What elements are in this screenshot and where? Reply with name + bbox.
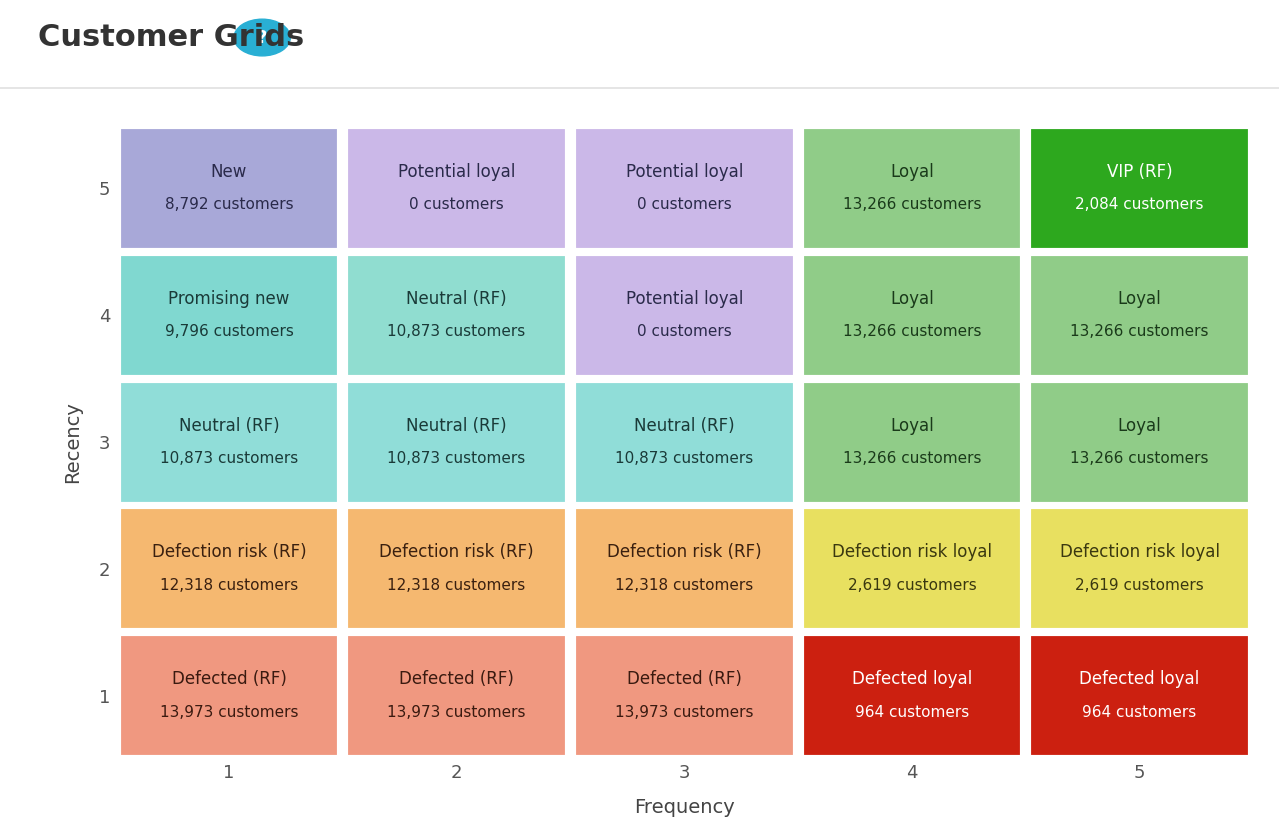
- Text: 13,973 customers: 13,973 customers: [615, 705, 753, 720]
- Y-axis label: Recency: Recency: [63, 401, 82, 483]
- X-axis label: Frequency: Frequency: [634, 798, 734, 817]
- Text: Neutral (RF): Neutral (RF): [407, 416, 506, 435]
- Text: Defected loyal: Defected loyal: [852, 670, 972, 688]
- Text: Neutral (RF): Neutral (RF): [634, 416, 734, 435]
- Text: 2,084 customers: 2,084 customers: [1076, 198, 1204, 213]
- Text: 2,619 customers: 2,619 customers: [848, 578, 976, 593]
- Text: 10,873 customers: 10,873 customers: [388, 324, 526, 339]
- Text: Defected (RF): Defected (RF): [171, 670, 286, 688]
- FancyBboxPatch shape: [1030, 380, 1250, 504]
- Text: Loyal: Loyal: [1118, 416, 1161, 435]
- Text: 9,796 customers: 9,796 customers: [165, 324, 293, 339]
- Text: Defection risk loyal: Defection risk loyal: [831, 543, 993, 561]
- Text: 13,973 customers: 13,973 customers: [160, 705, 298, 720]
- Text: 964 customers: 964 customers: [1082, 705, 1197, 720]
- Text: Defection risk (RF): Defection risk (RF): [608, 543, 761, 561]
- Text: Defection risk loyal: Defection risk loyal: [1059, 543, 1220, 561]
- Text: 12,318 customers: 12,318 customers: [615, 578, 753, 593]
- Text: 13,266 customers: 13,266 customers: [843, 451, 981, 466]
- FancyBboxPatch shape: [574, 507, 794, 631]
- Text: Neutral (RF): Neutral (RF): [179, 416, 279, 435]
- Text: 12,318 customers: 12,318 customers: [388, 578, 526, 593]
- Text: 2,619 customers: 2,619 customers: [1076, 578, 1204, 593]
- Text: Promising new: Promising new: [169, 289, 289, 308]
- FancyBboxPatch shape: [1030, 254, 1250, 377]
- Text: Loyal: Loyal: [1118, 289, 1161, 308]
- Text: 10,873 customers: 10,873 customers: [160, 451, 298, 466]
- Text: Potential loyal: Potential loyal: [398, 163, 515, 181]
- Text: Loyal: Loyal: [890, 163, 934, 181]
- Text: 0 customers: 0 customers: [637, 198, 732, 213]
- FancyBboxPatch shape: [119, 254, 339, 377]
- FancyBboxPatch shape: [119, 127, 339, 250]
- Text: 10,873 customers: 10,873 customers: [388, 451, 526, 466]
- FancyBboxPatch shape: [802, 507, 1022, 631]
- Circle shape: [234, 19, 290, 56]
- Text: Loyal: Loyal: [890, 289, 934, 308]
- Text: Neutral (RF): Neutral (RF): [407, 289, 506, 308]
- Text: 13,266 customers: 13,266 customers: [843, 198, 981, 213]
- FancyBboxPatch shape: [802, 380, 1022, 504]
- Text: Defection risk (RF): Defection risk (RF): [380, 543, 533, 561]
- Text: 0 customers: 0 customers: [409, 198, 504, 213]
- Text: 13,973 customers: 13,973 customers: [388, 705, 526, 720]
- Text: Defected (RF): Defected (RF): [399, 670, 514, 688]
- FancyBboxPatch shape: [119, 380, 339, 504]
- FancyBboxPatch shape: [347, 380, 567, 504]
- FancyBboxPatch shape: [1030, 507, 1250, 631]
- FancyBboxPatch shape: [347, 127, 567, 250]
- FancyBboxPatch shape: [347, 507, 567, 631]
- FancyBboxPatch shape: [574, 634, 794, 757]
- FancyBboxPatch shape: [119, 507, 339, 631]
- Text: Customer Grids: Customer Grids: [38, 23, 304, 52]
- FancyBboxPatch shape: [574, 380, 794, 504]
- Text: 13,266 customers: 13,266 customers: [1071, 451, 1209, 466]
- FancyBboxPatch shape: [802, 634, 1022, 757]
- Text: VIP (RF): VIP (RF): [1106, 163, 1173, 181]
- Text: 13,266 customers: 13,266 customers: [843, 324, 981, 339]
- FancyBboxPatch shape: [574, 127, 794, 250]
- Text: Loyal: Loyal: [890, 416, 934, 435]
- FancyBboxPatch shape: [802, 127, 1022, 250]
- Text: ?: ?: [257, 28, 267, 47]
- Text: Potential loyal: Potential loyal: [625, 289, 743, 308]
- Text: New: New: [211, 163, 247, 181]
- FancyBboxPatch shape: [119, 634, 339, 757]
- FancyBboxPatch shape: [347, 634, 567, 757]
- Text: Defection risk (RF): Defection risk (RF): [152, 543, 306, 561]
- Text: 8,792 customers: 8,792 customers: [165, 198, 293, 213]
- Text: 12,318 customers: 12,318 customers: [160, 578, 298, 593]
- Text: Defected loyal: Defected loyal: [1079, 670, 1200, 688]
- Text: 13,266 customers: 13,266 customers: [1071, 324, 1209, 339]
- FancyBboxPatch shape: [1030, 127, 1250, 250]
- Text: Potential loyal: Potential loyal: [625, 163, 743, 181]
- Text: 964 customers: 964 customers: [854, 705, 969, 720]
- FancyBboxPatch shape: [347, 254, 567, 377]
- Text: 0 customers: 0 customers: [637, 324, 732, 339]
- Text: Defected (RF): Defected (RF): [627, 670, 742, 688]
- Text: 10,873 customers: 10,873 customers: [615, 451, 753, 466]
- FancyBboxPatch shape: [802, 254, 1022, 377]
- FancyBboxPatch shape: [574, 254, 794, 377]
- FancyBboxPatch shape: [1030, 634, 1250, 757]
